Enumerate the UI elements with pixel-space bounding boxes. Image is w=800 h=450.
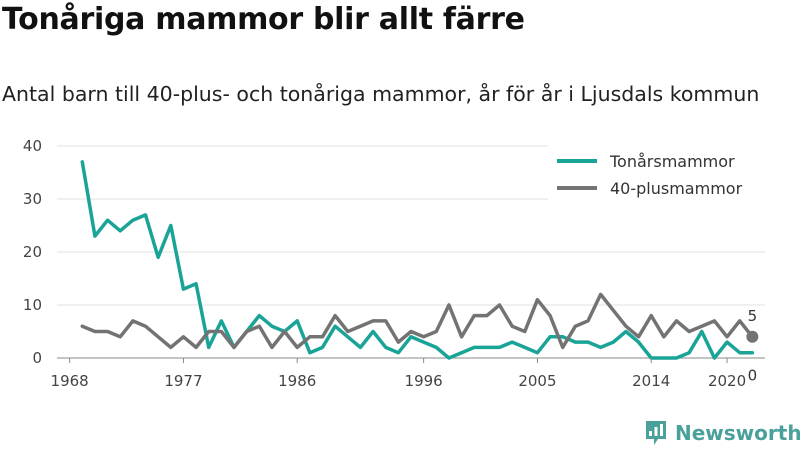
y-tick-label: 40 (23, 137, 42, 155)
end-value-label: 0 (748, 367, 758, 385)
x-tick-label: 1996 (405, 372, 443, 390)
y-tick-label: 20 (23, 243, 42, 261)
chart-title: Tonåriga mammor blir allt färre (2, 2, 525, 37)
x-tick-label: 2005 (518, 372, 556, 390)
series-line-0 (80, 160, 755, 360)
axis-layer: 0 10 20 30 40 1968 1977 1986 1996 2005 2014 2020 (23, 137, 746, 390)
legend-label-1: 40-plusmammor (610, 179, 743, 198)
newsworthy-logo-icon (646, 421, 666, 445)
legend: Tonårsmammor 40-plusmammor (548, 136, 768, 202)
end-marker (746, 330, 759, 343)
x-tick-label: 1977 (164, 372, 202, 390)
y-tick-label: 30 (23, 190, 42, 208)
x-tick-label: 1986 (278, 372, 316, 390)
x-tick-label: 2020 (708, 372, 746, 390)
y-tick-label: 10 (23, 296, 42, 314)
x-tick-label: 2014 (632, 372, 670, 390)
x-tick-label: 1968 (51, 372, 89, 390)
brand-name: Newsworthy (675, 421, 800, 445)
series-line-1 (80, 292, 755, 350)
y-tick-label: 0 (32, 349, 42, 367)
series-layer: 50 (80, 160, 759, 385)
legend-label-0: Tonårsmammor (609, 152, 735, 171)
legend-background (548, 136, 768, 202)
end-value-label: 5 (748, 307, 758, 325)
brand-logo: Newsworthy (644, 420, 800, 446)
chart-subtitle: Antal barn till 40-plus- och tonåriga ma… (2, 82, 760, 106)
